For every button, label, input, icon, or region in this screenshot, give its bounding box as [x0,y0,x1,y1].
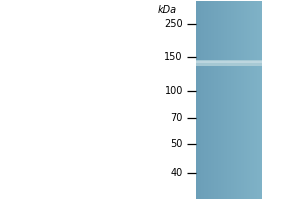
Text: 40: 40 [171,168,183,178]
Bar [223,1,224,199]
Bar [206,1,208,199]
Bar [221,1,223,199]
Bar [203,1,205,199]
Bar [216,1,218,199]
Bar [231,1,233,199]
Bar [226,1,227,199]
Bar [196,61,262,63]
Text: 250: 250 [164,19,183,29]
Bar [232,1,234,199]
Bar [237,1,239,199]
Bar [200,1,201,199]
Text: kDa: kDa [158,5,177,15]
Bar [234,1,236,199]
Bar [196,60,262,66]
Bar [236,1,237,199]
Bar [196,1,198,199]
Bar [249,1,250,199]
Bar [211,1,213,199]
Text: 50: 50 [170,139,183,149]
Bar [241,1,242,199]
Bar [229,1,231,199]
Bar [201,1,203,199]
Bar [214,1,216,199]
Bar [218,1,219,199]
Bar [260,1,262,199]
Bar [209,1,211,199]
Bar [257,1,259,199]
Text: 100: 100 [164,86,183,96]
Bar [198,1,200,199]
Bar [242,1,244,199]
Text: 150: 150 [164,52,183,62]
Bar [254,1,255,199]
Bar [250,1,252,199]
Bar [255,1,257,199]
Bar [205,1,206,199]
Bar [239,1,241,199]
Bar [246,1,247,199]
Text: 70: 70 [170,113,183,123]
Bar [247,1,249,199]
Bar [213,1,214,199]
Bar [219,1,221,199]
Bar [252,1,254,199]
Bar [244,1,246,199]
Bar [224,1,226,199]
Bar [227,1,229,199]
Bar [259,1,260,199]
Bar [208,1,209,199]
